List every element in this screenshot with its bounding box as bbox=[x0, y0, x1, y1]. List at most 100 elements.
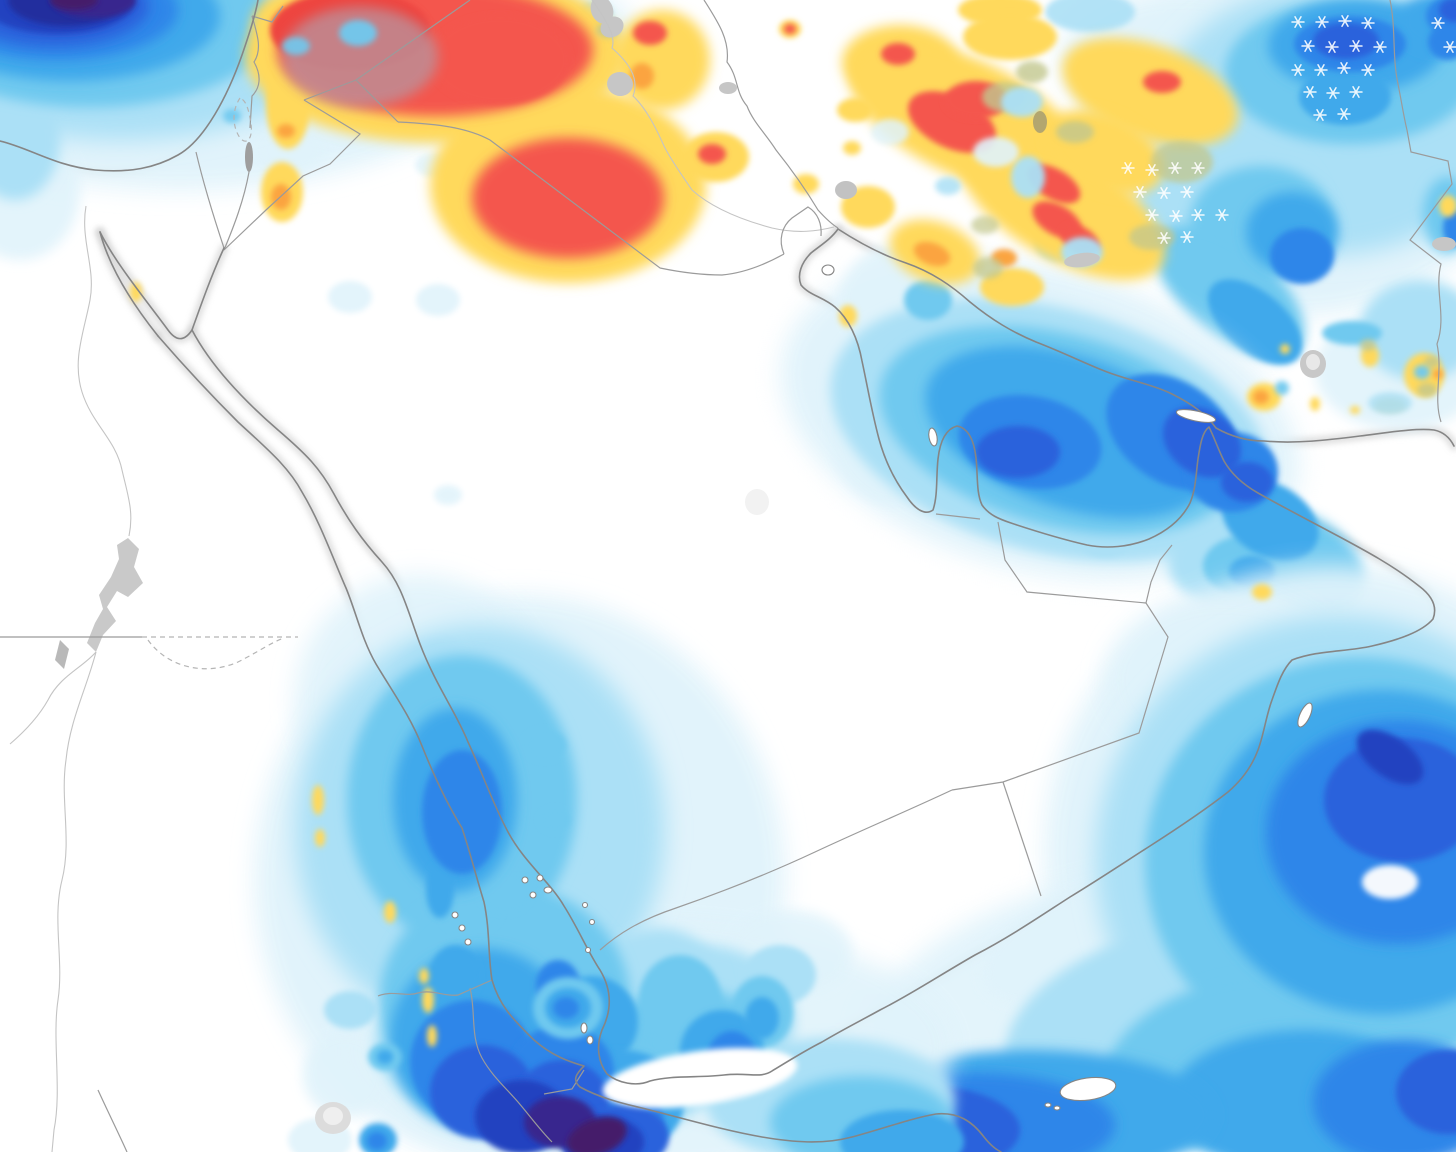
snowflake-icon bbox=[1145, 209, 1159, 221]
qeshm-island bbox=[1175, 409, 1217, 423]
arabian-peninsula-coast bbox=[191, 228, 1436, 1085]
precip-blob bbox=[976, 426, 1060, 478]
israel-north-border bbox=[223, 15, 260, 251]
coastal-islet-2-island bbox=[588, 918, 596, 926]
precip-blob bbox=[840, 1110, 964, 1152]
precip-blob bbox=[913, 241, 951, 267]
precip-blob bbox=[312, 785, 324, 815]
snowflake-icon bbox=[1169, 210, 1183, 222]
precip-blob bbox=[1270, 228, 1334, 284]
farasan-4-island bbox=[529, 891, 537, 899]
precip-blob bbox=[980, 268, 1044, 306]
precip-blob bbox=[1324, 738, 1456, 862]
precip-blob bbox=[277, 124, 295, 138]
precip-blob bbox=[1443, 210, 1456, 246]
jordan-syria-border bbox=[303, 79, 357, 101]
dahlak-2-island bbox=[586, 1035, 594, 1045]
precip-blob bbox=[282, 37, 310, 55]
suez-gulf-west-coast bbox=[99, 231, 159, 337]
snowflake-icon bbox=[1145, 164, 1159, 176]
snowflake-icon bbox=[1133, 186, 1147, 198]
yemen-oman-border bbox=[1002, 781, 1042, 897]
precip-blob bbox=[1417, 383, 1437, 397]
highland-salt-flat-core bbox=[323, 1107, 343, 1125]
nile-bend-river bbox=[9, 651, 97, 745]
precip-blob bbox=[223, 109, 241, 123]
islands-layer bbox=[451, 264, 1313, 1111]
precip-blob bbox=[324, 991, 376, 1029]
snowflake-icon bbox=[1326, 87, 1340, 99]
euphrates-river bbox=[591, 0, 835, 232]
lake-tharthar bbox=[590, 0, 614, 24]
nile-north-river bbox=[77, 205, 132, 537]
africa-red-sea-horn-coast bbox=[157, 335, 1002, 1152]
snowflake-icon bbox=[1301, 40, 1315, 52]
precip-blob bbox=[367, 1132, 387, 1150]
snowflake-icon bbox=[1315, 16, 1329, 28]
precip-blob bbox=[479, 871, 531, 913]
farasan-5-island bbox=[451, 911, 459, 919]
eritrea-ethiopia-border bbox=[469, 987, 553, 1143]
precip-blob bbox=[630, 63, 654, 89]
precip-blob bbox=[430, 945, 480, 1005]
precip-blob bbox=[540, 809, 570, 831]
nile-south-river bbox=[51, 651, 97, 1152]
jaz-murian-core bbox=[1306, 354, 1320, 370]
halayib-dashed-border bbox=[147, 637, 285, 670]
lakes-layer bbox=[55, 0, 1456, 1134]
riyadh-urban-area bbox=[745, 489, 769, 515]
rivers-layer bbox=[9, 0, 835, 1152]
precip-blob bbox=[553, 997, 579, 1019]
snowflake-icon bbox=[1337, 108, 1351, 120]
precip-blob bbox=[881, 43, 915, 65]
precip-blob bbox=[1396, 1050, 1456, 1134]
snowflake-icon bbox=[1157, 232, 1171, 244]
precip-blob bbox=[971, 216, 999, 234]
snowflake-icon bbox=[1121, 162, 1135, 174]
precip-blob bbox=[1011, 156, 1045, 198]
snowflake-icon bbox=[1337, 62, 1351, 74]
precip-blob bbox=[315, 829, 325, 847]
precip-blob bbox=[935, 177, 961, 195]
snowflake-icon bbox=[1291, 16, 1305, 28]
lake-nasser bbox=[87, 538, 143, 652]
precip-blob bbox=[282, 7, 438, 107]
precip-blob bbox=[422, 750, 502, 874]
precip-blob bbox=[698, 144, 726, 164]
saudi-yemen-border bbox=[599, 789, 953, 951]
jordan-iraq-border bbox=[355, 79, 399, 123]
precip-blob bbox=[1207, 279, 1303, 365]
iran-makran-coast bbox=[837, 228, 1455, 447]
euphrates-reservoir bbox=[719, 82, 737, 94]
kuwait-border bbox=[780, 206, 822, 255]
precip-blob bbox=[1362, 865, 1418, 899]
farasan-2-island bbox=[536, 874, 544, 882]
precip-blob bbox=[384, 901, 396, 923]
precip-blob bbox=[973, 257, 1003, 279]
saudi-uae-border bbox=[997, 521, 1147, 604]
jordan-saudi-border bbox=[223, 99, 361, 251]
precip-blob bbox=[1221, 462, 1273, 502]
iran-salt-lake bbox=[1033, 111, 1047, 133]
precip-blob bbox=[419, 968, 429, 984]
snowflake-icon bbox=[1431, 17, 1445, 29]
snowflake-icon bbox=[1191, 209, 1205, 221]
west-bank-border bbox=[233, 97, 252, 142]
precip-blob bbox=[50, 0, 98, 10]
snowflake-icon bbox=[1443, 41, 1456, 53]
farasan-7-island bbox=[464, 938, 472, 946]
precip-blob bbox=[1368, 392, 1412, 414]
snowflake-icon bbox=[1168, 162, 1182, 174]
precip-blob bbox=[633, 21, 667, 45]
sinai-coast bbox=[99, 231, 193, 340]
socotra-islet-1-island bbox=[1044, 1102, 1052, 1108]
snowflake-icon bbox=[1361, 17, 1375, 29]
coastal-islet-3-island bbox=[584, 946, 592, 954]
precip-blob bbox=[1163, 406, 1241, 478]
saudi-oman-border bbox=[951, 602, 1169, 791]
lake-razzaza bbox=[607, 71, 633, 97]
farasan-3-island bbox=[543, 886, 553, 894]
snowflake-icon bbox=[1180, 231, 1194, 243]
